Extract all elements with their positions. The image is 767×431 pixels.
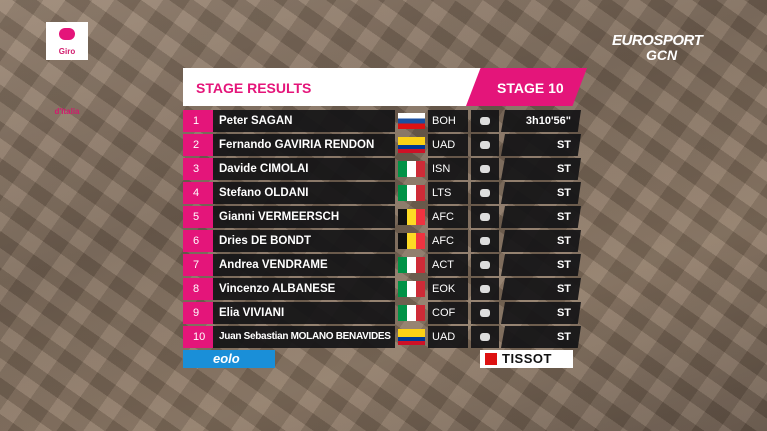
rider-name: Stefano OLDANI <box>213 182 395 204</box>
result-row: 7 Andrea VENDRAME ACT ST <box>183 254 581 276</box>
team-code: ISN <box>428 158 468 180</box>
channel-logo: GCN <box>646 47 678 63</box>
team-jersey <box>471 230 499 252</box>
results-title: STAGE RESULTS <box>196 80 312 96</box>
time: ST <box>501 254 581 276</box>
result-row: 5 Gianni VERMEERSCH AFC ST <box>183 206 581 228</box>
rank: 5 <box>183 206 213 228</box>
broadcaster-logo: EUROSPORT <box>612 32 703 49</box>
result-row: 6 Dries DE BONDT AFC ST <box>183 230 581 252</box>
rank: 10 <box>183 326 213 348</box>
rank: 8 <box>183 278 213 300</box>
team-jersey <box>471 326 499 348</box>
flag <box>398 137 425 153</box>
team-code: BOH <box>428 110 468 132</box>
flag <box>398 281 425 297</box>
time: 3h10'56" <box>501 110 581 132</box>
result-row: 3 Davide CIMOLAI ISN ST <box>183 158 581 180</box>
stage-bar <box>466 68 587 106</box>
timing-logo: TISSOT <box>480 350 573 368</box>
time: ST <box>501 134 581 156</box>
flag <box>398 233 425 249</box>
rank: 2 <box>183 134 213 156</box>
team-code: AFC <box>428 206 468 228</box>
team-jersey <box>471 134 499 156</box>
team-code: COF <box>428 302 468 324</box>
rider-name: Fernando GAVIRIA RENDON <box>213 134 395 156</box>
flag <box>398 209 425 225</box>
flag <box>398 161 425 177</box>
rank: 6 <box>183 230 213 252</box>
team-code: AFC <box>428 230 468 252</box>
result-row: 8 Vincenzo ALBANESE EOK ST <box>183 278 581 300</box>
result-row: 2 Fernando GAVIRIA RENDON UAD ST <box>183 134 581 156</box>
team-code: UAD <box>428 326 468 348</box>
result-row: 9 Elia VIVIANI COF ST <box>183 302 581 324</box>
time: ST <box>501 302 581 324</box>
time: ST <box>501 230 581 252</box>
rank: 3 <box>183 158 213 180</box>
rider-name: Elia VIVIANI <box>213 302 395 324</box>
header-bar <box>183 68 483 106</box>
stage-label: STAGE 10 <box>497 80 564 96</box>
result-row: 4 Stefano OLDANI LTS ST <box>183 182 581 204</box>
time: ST <box>501 326 581 348</box>
rider-name: Dries DE BONDT <box>213 230 395 252</box>
team-jersey <box>471 302 499 324</box>
team-code: UAD <box>428 134 468 156</box>
rank: 4 <box>183 182 213 204</box>
flag <box>398 185 425 201</box>
rider-name: Andrea VENDRAME <box>213 254 395 276</box>
rank: 1 <box>183 110 213 132</box>
team-jersey <box>471 254 499 276</box>
team-jersey <box>471 158 499 180</box>
result-row: 10 Juan Sebastian MOLANO BENAVIDES UAD ST <box>183 326 581 348</box>
time: ST <box>501 278 581 300</box>
rider-name: Peter SAGAN <box>213 110 395 132</box>
flag <box>398 329 425 345</box>
rider-name: Juan Sebastian MOLANO BENAVIDES <box>213 326 395 348</box>
team-jersey <box>471 110 499 132</box>
rider-name: Davide CIMOLAI <box>213 158 395 180</box>
rider-name: Gianni VERMEERSCH <box>213 206 395 228</box>
sponsor-logo: eolo <box>183 350 275 368</box>
team-code: LTS <box>428 182 468 204</box>
team-code: EOK <box>428 278 468 300</box>
team-jersey <box>471 182 499 204</box>
time: ST <box>501 206 581 228</box>
rank: 7 <box>183 254 213 276</box>
team-code: ACT <box>428 254 468 276</box>
flag <box>398 257 425 273</box>
time: ST <box>501 182 581 204</box>
giro-logo: Giro d'Italia <box>46 22 88 116</box>
team-jersey <box>471 278 499 300</box>
flag <box>398 305 425 321</box>
team-jersey <box>471 206 499 228</box>
time: ST <box>501 158 581 180</box>
flag <box>398 113 425 129</box>
result-row: 1 Peter SAGAN BOH 3h10'56" <box>183 110 581 132</box>
rider-name: Vincenzo ALBANESE <box>213 278 395 300</box>
rank: 9 <box>183 302 213 324</box>
